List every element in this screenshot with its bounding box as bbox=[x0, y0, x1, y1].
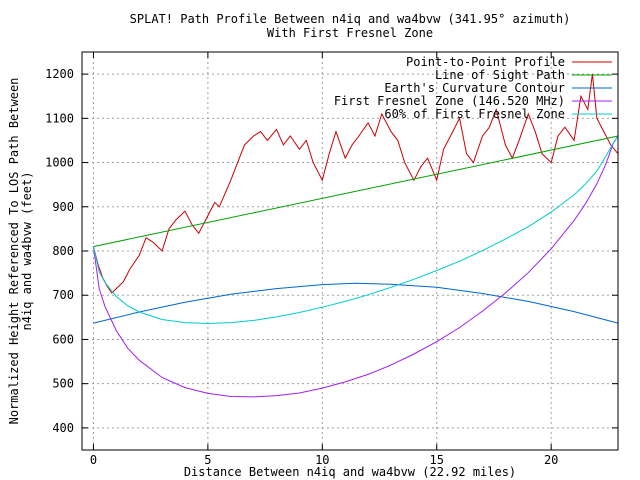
legend-label: Earth's Curvature Contour bbox=[384, 81, 565, 95]
y-tick-label: 500 bbox=[52, 377, 74, 391]
legend-label: First Fresnel Zone (146.520 MHz) bbox=[334, 94, 565, 108]
chart-title: SPLAT! Path Profile Between n4iq and wa4… bbox=[130, 12, 571, 26]
y-tick-label: 1200 bbox=[45, 67, 74, 81]
series-group bbox=[92, 74, 619, 398]
x-tick-label: 15 bbox=[430, 453, 444, 467]
y-axis-label-line1: Normalized Height Referenced To LOS Path… bbox=[7, 78, 21, 425]
series-line-earth-s-curvature-contour bbox=[93, 282, 619, 324]
x-tick-label: 20 bbox=[544, 453, 558, 467]
y-tick-label: 700 bbox=[52, 288, 74, 302]
chart-subtitle: With First Fresnel Zone bbox=[267, 26, 433, 40]
series-line-line-of-sight-path bbox=[93, 135, 619, 248]
legend-label: Line of Sight Path bbox=[435, 68, 565, 82]
x-tick-label: 5 bbox=[204, 453, 211, 467]
y-tick-label: 1100 bbox=[45, 111, 74, 125]
grid bbox=[82, 52, 618, 450]
x-axis-label: Distance Between n4iq and wa4bvw (22.92 … bbox=[184, 465, 516, 479]
series-line-60-of-first-fresnel-zone bbox=[92, 135, 619, 325]
series-line-point-to-point-profile bbox=[92, 74, 619, 294]
x-tick-label: 0 bbox=[90, 453, 97, 467]
series-line-first-fresnel-zone-146-520-mhz bbox=[92, 135, 619, 398]
y-axis-label-line2: n4iq and wa4bvw (feet) bbox=[20, 172, 34, 331]
legend-label: 60% of First Fresnel Zone bbox=[384, 107, 565, 121]
y-tick-label: 400 bbox=[52, 421, 74, 435]
y-tick-label: 1000 bbox=[45, 156, 74, 170]
y-tick-label: 900 bbox=[52, 200, 74, 214]
x-tick-label: 10 bbox=[315, 453, 329, 467]
y-tick-label: 800 bbox=[52, 244, 74, 258]
y-tick-label: 600 bbox=[52, 332, 74, 346]
legend-label: Point-to-Point Profile bbox=[406, 55, 565, 69]
axis-ticks: 0 5 10 15 20 400 500 600 700 800 900 1000 1100 1200 bbox=[45, 52, 618, 467]
